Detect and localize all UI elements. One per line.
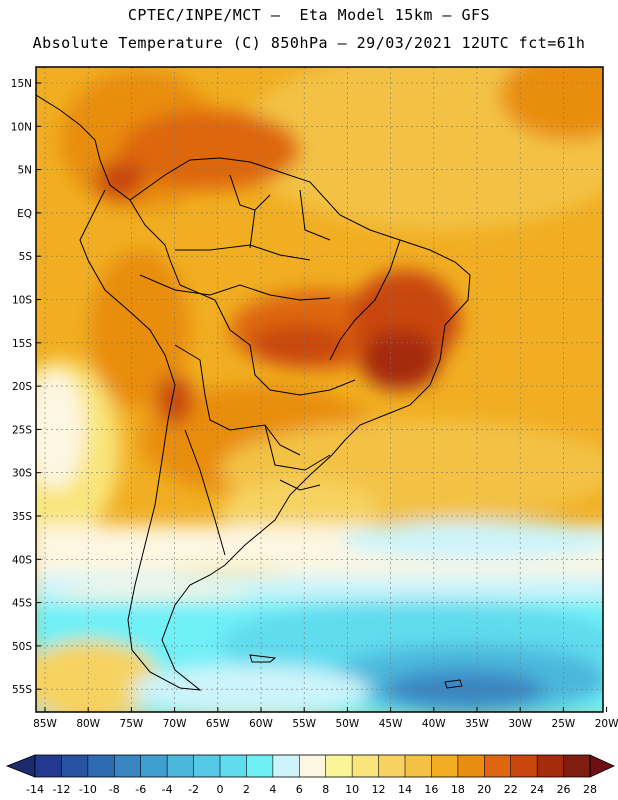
coastlines-and-borders <box>36 94 471 691</box>
lon-label: 65W <box>206 718 230 730</box>
lat-label: 10N <box>11 121 32 133</box>
colorbar-swatch <box>167 755 194 777</box>
colorbar-label: -8 <box>109 783 120 796</box>
colorbar-label: 12 <box>372 783 386 796</box>
colorbar-swatch <box>405 755 432 777</box>
colorbar-swatch <box>299 755 327 777</box>
lon-label: 20W <box>595 718 618 730</box>
map-frame <box>35 66 604 713</box>
lon-label: 60W <box>249 718 273 730</box>
colorbar-swatch <box>431 755 459 777</box>
lat-label: 45S <box>12 598 32 610</box>
lon-label: 80W <box>76 718 100 730</box>
colorbar-swatch <box>563 755 591 777</box>
lon-label: 35W <box>465 718 489 730</box>
colorbar-swatch <box>87 755 115 777</box>
map-title-line1: CPTEC/INPE/MCT – Eta Model 15km – GFS <box>127 6 491 24</box>
colorbar-label: -6 <box>135 783 146 796</box>
colorbar-label: -10 <box>79 783 97 796</box>
lon-label: 40W <box>422 718 446 730</box>
lon-label: 30W <box>508 718 532 730</box>
colorbar-swatch <box>61 755 89 777</box>
lon-label: 70W <box>163 718 187 730</box>
colorbar-label: 26 <box>557 783 571 796</box>
lon-label: 75W <box>120 718 144 730</box>
lat-label: 40S <box>12 554 32 566</box>
lat-label: 15N <box>11 78 32 90</box>
colorbar-swatch <box>114 755 142 777</box>
lat-label: 15S <box>12 338 32 350</box>
colorbar-swatch <box>272 755 300 777</box>
colorbar-label: 20 <box>477 783 491 796</box>
colorbar-label: -4 <box>162 783 173 796</box>
colorbar-swatch <box>193 755 221 777</box>
lat-label: 10S <box>12 295 32 307</box>
colorbar-swatch <box>220 755 247 777</box>
colorbar-label: 18 <box>451 783 465 796</box>
lat-label: 35S <box>12 511 32 523</box>
colorbar-label: 14 <box>398 783 412 796</box>
lat-label: 30S <box>12 468 32 480</box>
lat-label: 20S <box>12 381 32 393</box>
colorbar-swatch <box>352 755 379 777</box>
lon-label: 25W <box>552 718 576 730</box>
colorbar-swatch <box>35 755 62 777</box>
lat-label: 50S <box>12 641 32 653</box>
colorbar-label: 28 <box>583 783 597 796</box>
lon-label: 55W <box>292 718 316 730</box>
colorbar-swatch <box>140 755 168 777</box>
colorbar-swatch <box>484 755 512 777</box>
colorbar-label: -12 <box>52 783 70 796</box>
colorbar <box>5 754 615 778</box>
lon-label: 45W <box>379 718 403 730</box>
colorbar-label: 2 <box>243 783 250 796</box>
lat-label: EQ <box>17 208 32 220</box>
colorbar-labels: -14 -12 -10 -8 -6 -4 -2 0 2 4 6 8 10 12 14 16 18 20 22 24 26… <box>26 783 597 796</box>
colorbar-low-arrow <box>5 754 36 778</box>
colorbar-label: 4 <box>269 783 276 796</box>
latitude-labels: 15N 10N 5N EQ 5S 10S 15S 20S 25S 30S 35S 40S 45S 50S 5… <box>11 78 41 696</box>
longitude-labels: 85W 80W 75W 70W 65W 60W 55W 50W 45W 40W 35W 30W 25W 2… <box>33 707 618 730</box>
lon-label: 85W <box>33 718 57 730</box>
lat-label: 55S <box>12 684 32 696</box>
colorbar-label: 8 <box>322 783 329 796</box>
colorbar-label: 22 <box>504 783 518 796</box>
colorbar-label: 24 <box>530 783 544 796</box>
colorbar-label: 6 <box>296 783 303 796</box>
lon-label: 50W <box>336 718 360 730</box>
lat-label: 25S <box>12 424 32 436</box>
colorbar-swatch <box>246 755 274 777</box>
colorbar-label: 0 <box>217 783 224 796</box>
colorbar-swatch <box>510 755 538 777</box>
map-title-line2: Absolute Temperature (C) 850hPa – 29/03/… <box>32 34 586 52</box>
colorbar-label: 10 <box>345 783 359 796</box>
colorbar-label: -14 <box>26 783 44 796</box>
colorbar-high-arrow <box>589 754 615 778</box>
temperature-field <box>36 67 603 712</box>
lat-label: 5N <box>17 165 32 177</box>
colorbar-swatch <box>537 755 564 777</box>
colorbar-label: 16 <box>424 783 438 796</box>
colorbar-swatch <box>325 755 353 777</box>
colorbar-label: -2 <box>188 783 199 796</box>
colorbar-swatch <box>457 755 485 777</box>
colorbar-swatch <box>378 755 406 777</box>
lat-label: 5S <box>19 251 33 263</box>
